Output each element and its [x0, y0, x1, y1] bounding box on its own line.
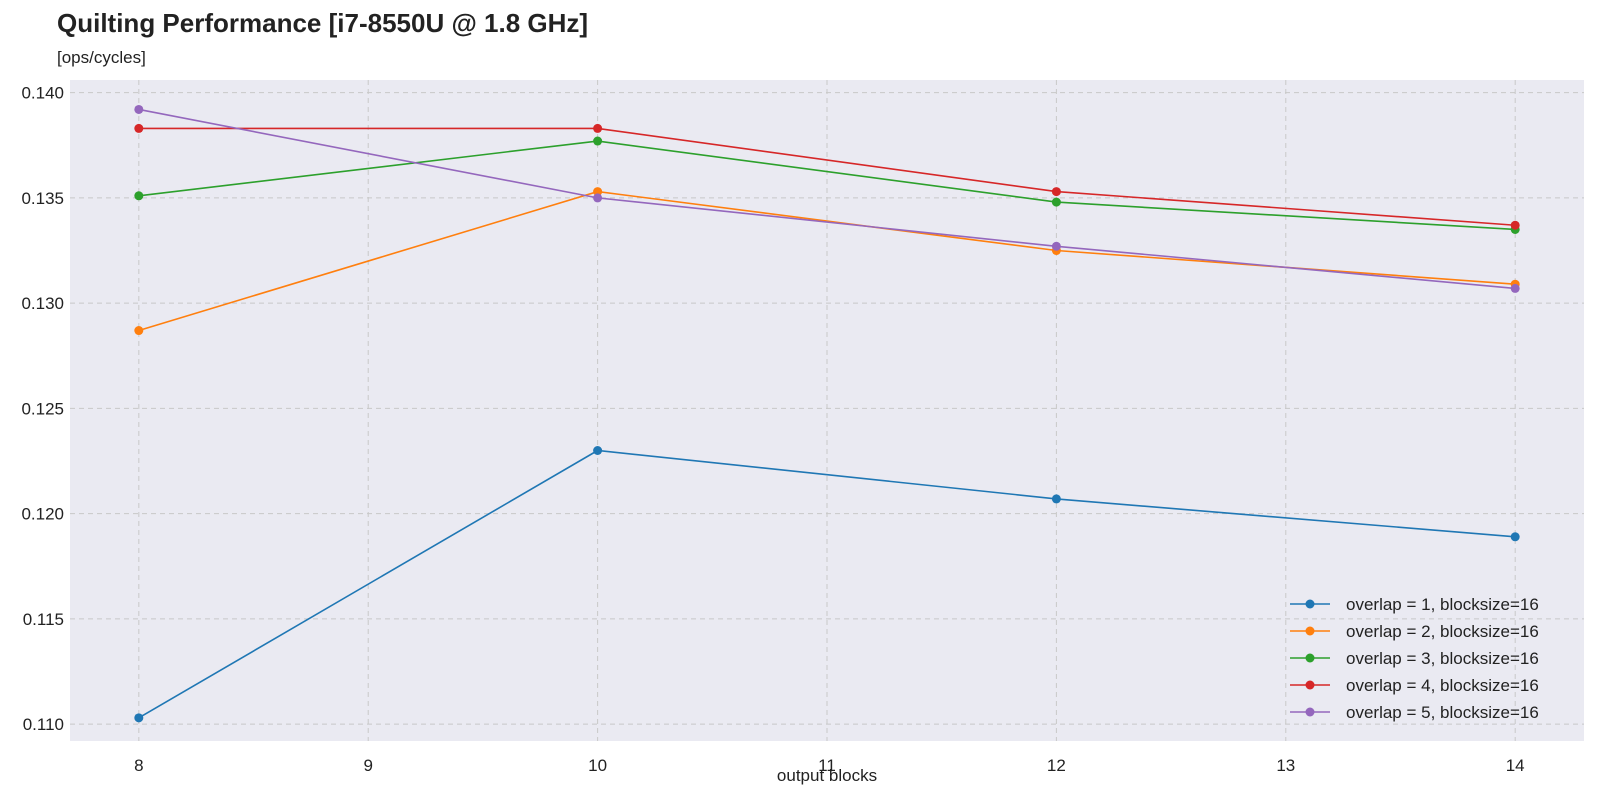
y-tick-label: 0.115 [23, 610, 64, 629]
data-point [134, 326, 144, 336]
data-point [593, 136, 603, 146]
x-axis-label: output blocks [777, 766, 877, 785]
chart-title: Quilting Performance [i7-8550U @ 1.8 GHz… [57, 8, 588, 38]
legend-marker [1305, 599, 1315, 609]
legend-label: overlap = 1, blocksize=16 [1346, 595, 1539, 614]
legend-label: overlap = 2, blocksize=16 [1346, 622, 1539, 641]
y-tick-label: 0.135 [21, 189, 64, 208]
series-line [138, 449, 1516, 719]
y-tick-label: 0.140 [21, 84, 64, 103]
data-point [1510, 220, 1520, 230]
series-1 [134, 445, 1520, 723]
x-tick-label: 13 [1276, 756, 1295, 775]
y-tick-label: 0.110 [23, 715, 64, 734]
legend: overlap = 1, blocksize=16 overlap = 2, bl… [1290, 595, 1539, 722]
x-tick-label: 14 [1506, 756, 1525, 775]
series-5 [134, 104, 1520, 293]
series-layer [134, 104, 1520, 723]
legend-item: overlap = 3, blocksize=16 [1290, 649, 1539, 668]
x-tick-label: 9 [363, 756, 372, 775]
x-tick-label: 8 [134, 756, 143, 775]
y-tick-label: 0.125 [21, 399, 64, 418]
legend-item: overlap = 2, blocksize=16 [1290, 622, 1539, 641]
series-4 [134, 123, 1520, 230]
series-line [138, 127, 1516, 227]
y-tick-label: 0.120 [21, 505, 64, 524]
legend-label: overlap = 5, blocksize=16 [1346, 703, 1539, 722]
x-tick-label: 12 [1047, 756, 1066, 775]
series-line [138, 140, 1516, 231]
data-point [134, 104, 144, 114]
data-point [1051, 494, 1061, 504]
x-tick-label: 10 [588, 756, 607, 775]
series-line [138, 108, 1516, 290]
legend-marker [1305, 653, 1315, 663]
y-axis-ticks: 0.110 0.115 0.120 0.125 0.130 0.135 0.140 [21, 84, 64, 735]
legend-label: overlap = 4, blocksize=16 [1346, 676, 1539, 695]
data-point [593, 123, 603, 133]
x-tick-label: 11 [818, 756, 836, 775]
data-point [1051, 187, 1061, 197]
data-point [1510, 532, 1520, 542]
data-point [134, 713, 144, 723]
legend-item: overlap = 1, blocksize=16 [1290, 595, 1539, 614]
legend-marker [1305, 626, 1315, 636]
data-point [1051, 197, 1061, 207]
chart-subtitle: [ops/cycles] [57, 48, 146, 67]
legend-marker [1305, 680, 1315, 690]
data-point [134, 123, 144, 133]
y-tick-label: 0.130 [21, 294, 64, 313]
legend-marker [1305, 707, 1315, 717]
legend-item: overlap = 5, blocksize=16 [1290, 703, 1539, 722]
data-point [593, 445, 603, 455]
data-point [1051, 241, 1061, 251]
legend-label: overlap = 3, blocksize=16 [1346, 649, 1539, 668]
data-point [593, 193, 603, 203]
data-point [134, 191, 144, 201]
data-point [593, 187, 603, 197]
x-axis-ticks: 8 9 10 11 12 13 14 [134, 756, 1525, 775]
legend-item: overlap = 4, blocksize=16 [1290, 676, 1539, 695]
data-point [1510, 283, 1520, 293]
